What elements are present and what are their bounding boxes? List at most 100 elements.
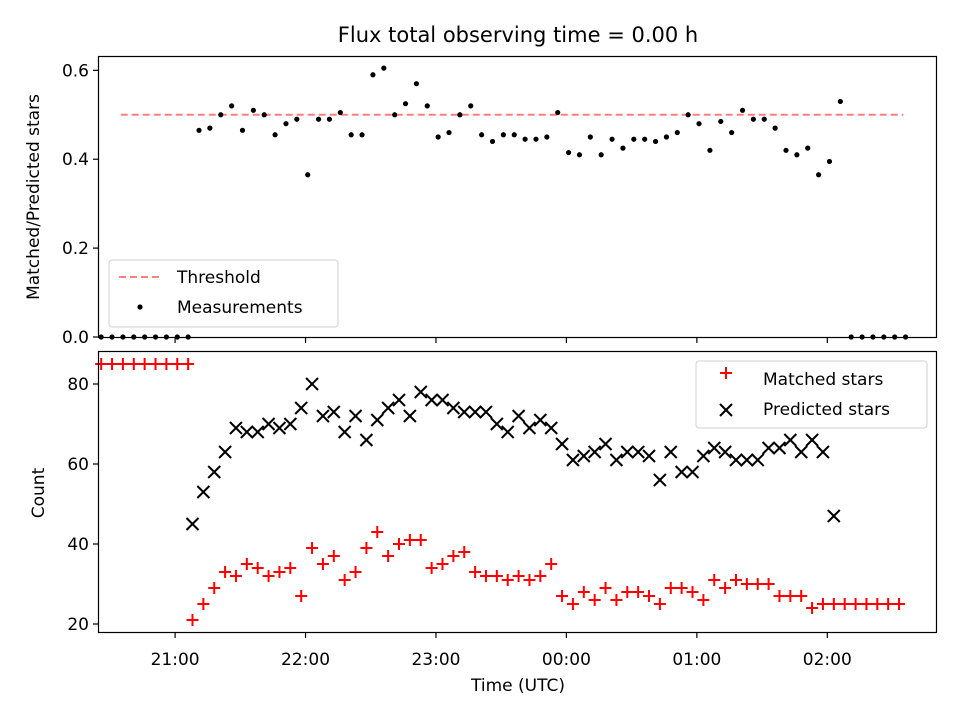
predicted-stars-point xyxy=(348,409,363,423)
measurement-point xyxy=(826,158,833,165)
predicted-stars-point xyxy=(761,441,776,455)
legend-threshold-label: Threshold xyxy=(176,268,261,288)
measurement-point xyxy=(685,112,691,118)
predicted-stars-point xyxy=(794,445,808,459)
matched-stars-point xyxy=(545,558,558,570)
measurement-point xyxy=(794,152,800,158)
measurement-point xyxy=(392,112,398,118)
measurement-point xyxy=(783,147,789,153)
predicted-stars-point xyxy=(501,425,515,439)
predicted-stars-point xyxy=(337,425,352,439)
matched-stars-point xyxy=(186,614,199,626)
measurement-point xyxy=(489,138,496,145)
matched-stars-point xyxy=(751,578,764,590)
matched-stars-point xyxy=(566,598,579,610)
bottom-legend: Matched stars Predicted stars xyxy=(695,360,928,429)
x-tick-label: 02:00 xyxy=(803,650,852,670)
predicted-stars-point xyxy=(207,465,221,479)
predicted-stars-point xyxy=(587,445,602,459)
measurement-point xyxy=(816,172,822,178)
measurement-point xyxy=(642,136,648,142)
y-tick-label: 20 xyxy=(67,615,89,635)
y-tick-label: 80 xyxy=(67,375,89,395)
matched-stars-point xyxy=(697,594,710,606)
matched-stars-point xyxy=(371,526,384,538)
predicted-stars-point xyxy=(327,405,341,419)
measurement-point xyxy=(326,116,333,122)
predicted-stars-point xyxy=(783,433,798,447)
y-tick-label: 0.4 xyxy=(62,150,89,170)
measurement-point xyxy=(576,152,583,158)
matched-stars-point xyxy=(469,566,482,578)
matched-stars-point xyxy=(882,598,895,610)
predicted-stars-point xyxy=(707,441,721,455)
measurement-point xyxy=(468,103,474,109)
measurement-point xyxy=(674,129,680,136)
predicted-stars-point xyxy=(696,449,711,463)
measurement-point xyxy=(707,147,713,153)
measurement-point xyxy=(555,109,561,116)
predicted-stars-point xyxy=(566,453,580,467)
predicted-stars-point xyxy=(218,445,232,459)
legend-predicted-label: Predicted stars xyxy=(763,400,890,420)
matched-stars-point xyxy=(740,578,753,590)
measurement-point xyxy=(598,152,604,158)
bottom-y-axis: 20 40 60 80 xyxy=(67,375,99,635)
measurement-point xyxy=(229,103,235,109)
predicted-stars-point xyxy=(805,433,819,447)
matched-stars-point xyxy=(414,534,427,546)
predicted-stars-point xyxy=(555,437,569,451)
matched-stars-point xyxy=(382,550,395,562)
measurement-point xyxy=(837,98,843,105)
matched-stars-point xyxy=(138,358,151,370)
matched-stars-point xyxy=(251,562,264,574)
top-y-axis-label: Matched/Predicted stars xyxy=(24,94,44,300)
x-tick-label: 00:00 xyxy=(542,650,591,670)
measurement-point xyxy=(609,136,615,142)
matched-stars-point xyxy=(849,598,862,610)
measurement-point xyxy=(652,138,659,145)
measurement-point xyxy=(544,134,550,140)
y-tick-label: 0.2 xyxy=(62,239,89,259)
predicted-stars-point xyxy=(642,449,656,463)
matched-stars-point xyxy=(773,590,786,602)
measurement-point xyxy=(718,118,724,125)
matched-stars-point xyxy=(284,562,297,574)
matched-stars-point xyxy=(106,358,119,370)
predicted-stars-point xyxy=(718,445,732,459)
matched-stars-point xyxy=(501,574,514,586)
matched-stars-point xyxy=(182,358,195,370)
measurement-point xyxy=(511,132,517,138)
measurement-point xyxy=(631,136,637,142)
predicted-stars-point xyxy=(511,409,526,423)
top-legend: Threshold Measurements xyxy=(108,259,339,328)
measurement-point xyxy=(772,125,778,131)
predicted-stars-point xyxy=(435,393,450,407)
predicted-stars-point xyxy=(424,393,439,407)
predicted-stars-point xyxy=(392,393,406,407)
predicted-stars-point xyxy=(620,445,634,459)
measurement-point xyxy=(413,81,420,87)
matched-stars-point xyxy=(393,538,406,550)
predicted-stars-point xyxy=(631,445,645,459)
predicted-stars-point xyxy=(294,401,308,415)
matched-stars-point xyxy=(403,534,416,546)
top-panel: 0.0 0.2 0.4 0.6 Matched/Predicted stars Thr… xyxy=(24,55,938,348)
measurement-point xyxy=(294,116,300,122)
matched-stars-point xyxy=(556,590,569,602)
predicted-stars-point xyxy=(740,453,754,467)
measurement-point xyxy=(207,125,213,131)
matched-stars-point xyxy=(806,602,819,614)
matched-stars-point xyxy=(338,574,351,586)
predicted-stars-point xyxy=(359,433,374,447)
predicted-stars-point xyxy=(598,437,613,451)
x-tick-label: 22:00 xyxy=(281,650,330,670)
predicted-stars-point xyxy=(827,509,841,523)
predicted-stars-point xyxy=(261,417,276,431)
top-y-axis: 0.0 0.2 0.4 0.6 xyxy=(62,61,99,348)
matched-stars-point xyxy=(893,598,906,610)
predicted-stars-point xyxy=(653,473,667,487)
matched-stars-point xyxy=(708,574,721,586)
matched-stars-point xyxy=(599,582,612,594)
